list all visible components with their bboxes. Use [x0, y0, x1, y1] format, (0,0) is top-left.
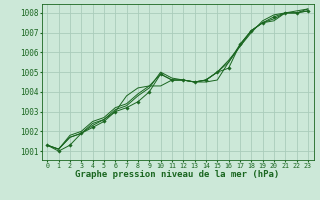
X-axis label: Graphe pression niveau de la mer (hPa): Graphe pression niveau de la mer (hPa) [76, 170, 280, 179]
